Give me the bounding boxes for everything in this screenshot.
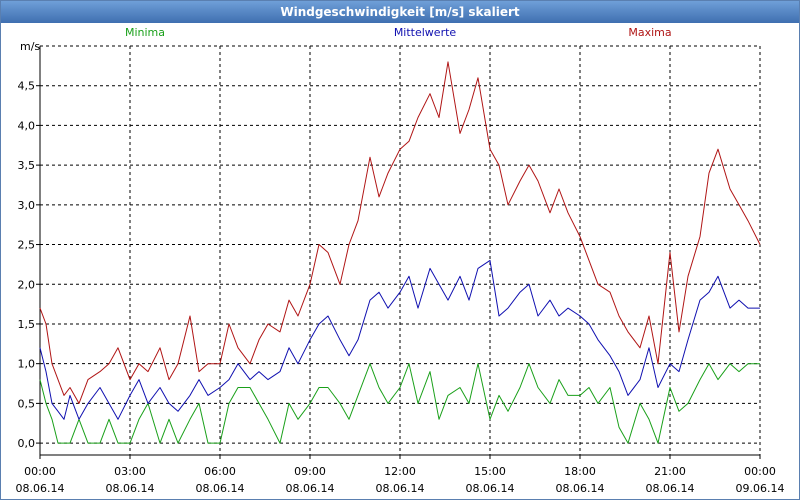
y-tick-label: 4,5 xyxy=(18,80,36,93)
x-tick-date-label: 08.06.14 xyxy=(106,482,155,495)
x-tick-time-label: 00:00 xyxy=(24,465,56,478)
x-tick-date-label: 09.06.14 xyxy=(736,482,785,495)
axes xyxy=(36,45,761,459)
x-tick-time-label: 00:00 xyxy=(744,465,776,478)
x-tick-time-label: 15:00 xyxy=(474,465,506,478)
y-tick-label: 4,0 xyxy=(18,119,36,132)
x-tick-time-label: 12:00 xyxy=(384,465,416,478)
y-tick-label: 0,5 xyxy=(18,397,36,410)
x-tick-date-label: 08.06.14 xyxy=(466,482,515,495)
legend-item-mittelwerte: Mittelwerte xyxy=(394,26,457,39)
legend-item-minima: Minima xyxy=(125,26,165,39)
x-tick-date-label: 08.06.14 xyxy=(556,482,605,495)
x-tick-date-label: 08.06.14 xyxy=(286,482,335,495)
y-tick-label: 0,0 xyxy=(18,437,36,450)
series-line-maxima xyxy=(39,61,761,404)
y-tick-label: 2,5 xyxy=(18,239,36,252)
x-tick-time-label: 21:00 xyxy=(654,465,686,478)
legend: Minima Mittelwerte Maxima xyxy=(125,26,672,39)
window-title: Windgeschwindigkeit [m/s] skaliert xyxy=(1,1,799,23)
y-tick-label: 3,5 xyxy=(18,159,36,172)
y-axis-unit-label: m/s xyxy=(20,40,40,53)
series-line-minima xyxy=(39,363,760,444)
x-tick-time-label: 06:00 xyxy=(204,465,236,478)
y-tick-label: 2,0 xyxy=(18,278,36,291)
legend-item-maxima: Maxima xyxy=(628,26,671,39)
x-tick-time-label: 09:00 xyxy=(294,465,326,478)
data-series xyxy=(39,61,761,444)
y-tick-label: 1,0 xyxy=(18,358,36,371)
x-tick-time-label: 18:00 xyxy=(564,465,596,478)
series-line-mittelwerte xyxy=(39,259,760,420)
y-tick-label: 3,0 xyxy=(18,199,36,212)
grid-lines xyxy=(40,46,760,455)
axis-labels: 0,0 0,5 1,0 1,5 2,0 2,5 3,0 3,5 4,0 4,5 00:00 08.06… xyxy=(16,40,785,495)
x-tick-date-label: 08.06.14 xyxy=(196,482,245,495)
y-tick-label: 1,5 xyxy=(18,318,36,331)
x-tick-time-label: 03:00 xyxy=(114,465,146,478)
x-tick-date-label: 08.06.14 xyxy=(376,482,425,495)
x-tick-date-label: 08.06.14 xyxy=(16,482,65,495)
x-tick-date-label: 08.06.14 xyxy=(646,482,695,495)
